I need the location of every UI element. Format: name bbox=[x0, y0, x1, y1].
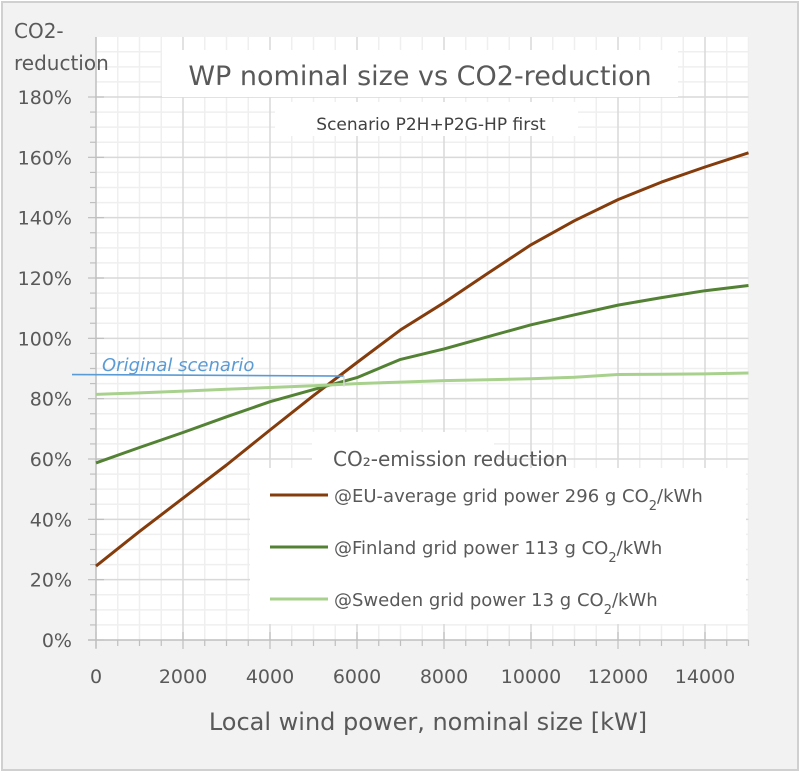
x-tick-label: 14000 bbox=[675, 666, 735, 688]
subtitle-box bbox=[275, 102, 578, 136]
legend-item-finland: @Finland grid power 113 g CO2/kWh bbox=[270, 538, 662, 566]
x-axis-title: Local wind power, nominal size [kW] bbox=[209, 708, 647, 736]
y-tick-label: 40% bbox=[30, 509, 72, 531]
x-tick-label: 2000 bbox=[159, 666, 207, 688]
y-tick-label: 0% bbox=[42, 630, 72, 652]
y-tick-label: 160% bbox=[18, 147, 72, 169]
y-tick-label: 140% bbox=[18, 208, 72, 230]
series-line-2 bbox=[95, 371, 749, 396]
legend-box bbox=[250, 468, 746, 624]
legend-item-eu: @EU-average grid power 296 g CO2/kWh bbox=[270, 486, 703, 514]
y-axis-title-line1: CO2- bbox=[14, 19, 64, 43]
y-tick-label: 20% bbox=[30, 570, 72, 592]
legend-label-eu: @EU-average grid power 296 g CO2/kWh bbox=[334, 486, 703, 514]
x-tick-label: 10000 bbox=[501, 666, 561, 688]
legend: CO₂-emission reduction @EU-average grid … bbox=[250, 432, 746, 624]
title-box bbox=[162, 50, 678, 97]
x-tick-label: 12000 bbox=[588, 666, 648, 688]
series-layer bbox=[95, 151, 749, 568]
y-tick-label: 80% bbox=[30, 389, 72, 411]
y-tick-label: 100% bbox=[18, 328, 72, 350]
x-tick-label: 4000 bbox=[246, 666, 294, 688]
y-tick-label: 60% bbox=[30, 449, 72, 471]
series-line-0 bbox=[95, 151, 749, 568]
x-tick-label: 0 bbox=[90, 666, 102, 688]
y-axis-title-line2: reduction bbox=[14, 51, 109, 75]
chart-title: WP nominal size vs CO2-reduction bbox=[188, 61, 651, 92]
x-tick-label: 8000 bbox=[420, 666, 468, 688]
x-tick-label: 6000 bbox=[333, 666, 381, 688]
annotation-text: Original scenario bbox=[102, 355, 254, 376]
y-tick-label: 180% bbox=[18, 87, 72, 109]
annotation-original-scenario: Original scenario bbox=[71, 355, 345, 387]
series-line-1 bbox=[95, 284, 749, 465]
legend-title: CO₂-emission reduction bbox=[333, 447, 568, 471]
tick-labels: 0% 20% 40% 60% 80% 100% 120% 140% 160% 180% 0 2000 4… bbox=[18, 87, 736, 688]
annotation-line bbox=[71, 373, 344, 377]
axes bbox=[88, 37, 750, 649]
legend-label-sweden: @Sweden grid power 13 g CO2/kWh bbox=[334, 590, 658, 618]
legend-item-sweden: @Sweden grid power 13 g CO2/kWh bbox=[270, 590, 658, 618]
chart-subtitle: Scenario P2H+P2G-HP first bbox=[316, 115, 546, 135]
y-tick-label: 120% bbox=[18, 268, 72, 290]
legend-label-finland: @Finland grid power 113 g CO2/kWh bbox=[334, 538, 662, 566]
